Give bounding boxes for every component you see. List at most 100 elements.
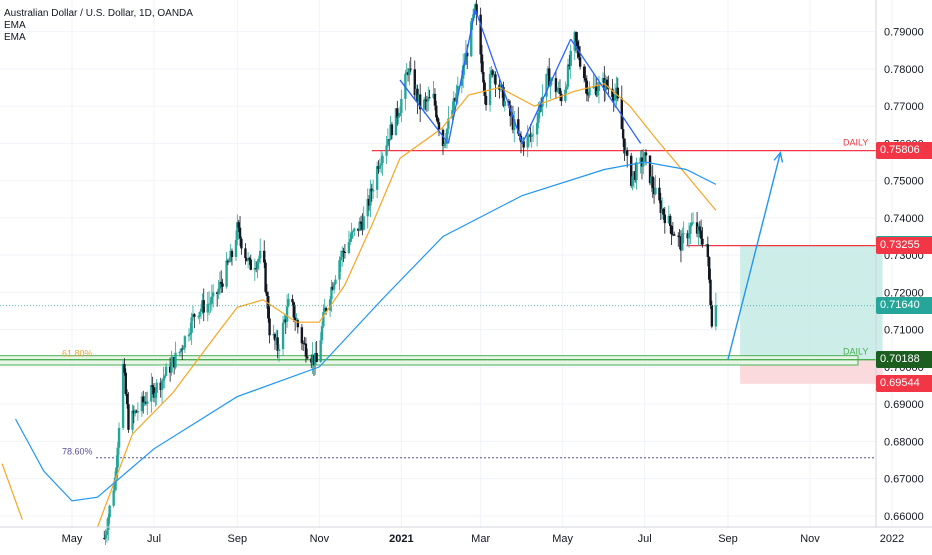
candle-body (171, 357, 175, 363)
price-axis-tick: 0.68000 (884, 436, 924, 448)
candle-body (202, 300, 205, 313)
projection-arrow (727, 152, 782, 360)
candle-body (621, 129, 625, 139)
candle-body (444, 140, 447, 145)
candle-body (386, 139, 390, 146)
candle-body (566, 64, 570, 87)
candle-body (234, 240, 238, 257)
candle-body (537, 112, 540, 123)
candle-body (455, 93, 458, 101)
candle-body (331, 286, 334, 290)
candle-body (601, 78, 605, 83)
candle-body (306, 356, 309, 359)
candle-body (190, 317, 193, 333)
candle-body (667, 215, 671, 224)
price-tag: 0.73255 (876, 237, 932, 255)
candle-body (632, 171, 636, 177)
candle-body (353, 228, 356, 231)
candle-body (530, 134, 533, 137)
candle-body (605, 79, 609, 87)
candle-body (690, 222, 693, 226)
candle-body (170, 362, 173, 373)
candle-body (422, 99, 426, 110)
candle-body (220, 281, 223, 284)
pattern-line (447, 9, 476, 144)
candle-body (123, 363, 126, 373)
ema-slow-line (14, 161, 717, 502)
time-axis-tick: Jul (147, 533, 161, 545)
candle-body (554, 78, 558, 93)
price-axis-tick: 0.74000 (884, 213, 924, 225)
candle-body (522, 141, 525, 148)
candle-body (671, 234, 675, 236)
candle-body (357, 228, 360, 231)
candle-body (620, 98, 624, 130)
candle-body (168, 366, 172, 373)
candle-body (361, 223, 364, 230)
grid (0, 0, 893, 527)
candle-body (198, 311, 201, 317)
ema-indicator-label[interactable]: EMA (4, 20, 26, 31)
time-axis-tick: Nov (800, 533, 820, 545)
candle-body (709, 279, 712, 306)
candle-body (381, 155, 384, 164)
candle-body (611, 88, 614, 98)
candle-body (265, 291, 269, 297)
candle-body (548, 68, 551, 87)
candle-body (659, 200, 662, 213)
candle-body (565, 86, 568, 90)
candle-body (377, 166, 380, 169)
candle-body (257, 258, 261, 263)
candle-body (433, 93, 437, 106)
candle-body (172, 357, 176, 368)
candle-body (427, 97, 430, 102)
candle-body (254, 268, 258, 269)
candle-body (253, 268, 257, 270)
candle-body (409, 68, 412, 70)
time-axis-tick: 2022 (880, 533, 904, 545)
candle-body (178, 352, 181, 353)
candle-body (228, 261, 231, 263)
candle-body (644, 152, 648, 156)
candle-body (379, 163, 383, 166)
candle-body (689, 225, 692, 234)
ema-indicator-label[interactable]: EMA (4, 32, 26, 43)
pattern-line (474, 9, 523, 144)
time-axis-tick: Nov (310, 533, 330, 545)
candle-body (362, 216, 365, 230)
candle-body (350, 231, 353, 240)
candle-body (408, 68, 411, 76)
candle-body (539, 104, 543, 107)
candle-body (592, 86, 595, 89)
candle-body (503, 101, 507, 106)
candle-body (701, 238, 704, 245)
candle-body (302, 343, 305, 345)
candles (103, 0, 718, 545)
candle-body (576, 41, 579, 47)
candle-body (546, 68, 550, 75)
candle-body (332, 283, 336, 290)
candle-body (613, 94, 617, 101)
candle-body (502, 87, 505, 106)
candle-body (560, 93, 563, 102)
level-label: DAILY (843, 347, 868, 357)
candle-body (132, 410, 136, 414)
candle-body (527, 134, 531, 136)
candle-body (144, 401, 148, 404)
candle-body (121, 363, 125, 428)
candle-body (349, 239, 352, 243)
candle-body (470, 21, 473, 57)
candle-body (105, 530, 109, 536)
price-axis-tick: 0.66000 (884, 511, 924, 523)
candle-body (639, 157, 642, 163)
candle-body (112, 490, 115, 506)
candle-body (154, 392, 157, 398)
candle-body (400, 98, 403, 113)
candle-body (152, 387, 156, 398)
candle-body (491, 70, 494, 76)
candle-body (267, 296, 270, 319)
candle-body (164, 366, 168, 376)
candle-body (413, 69, 416, 96)
